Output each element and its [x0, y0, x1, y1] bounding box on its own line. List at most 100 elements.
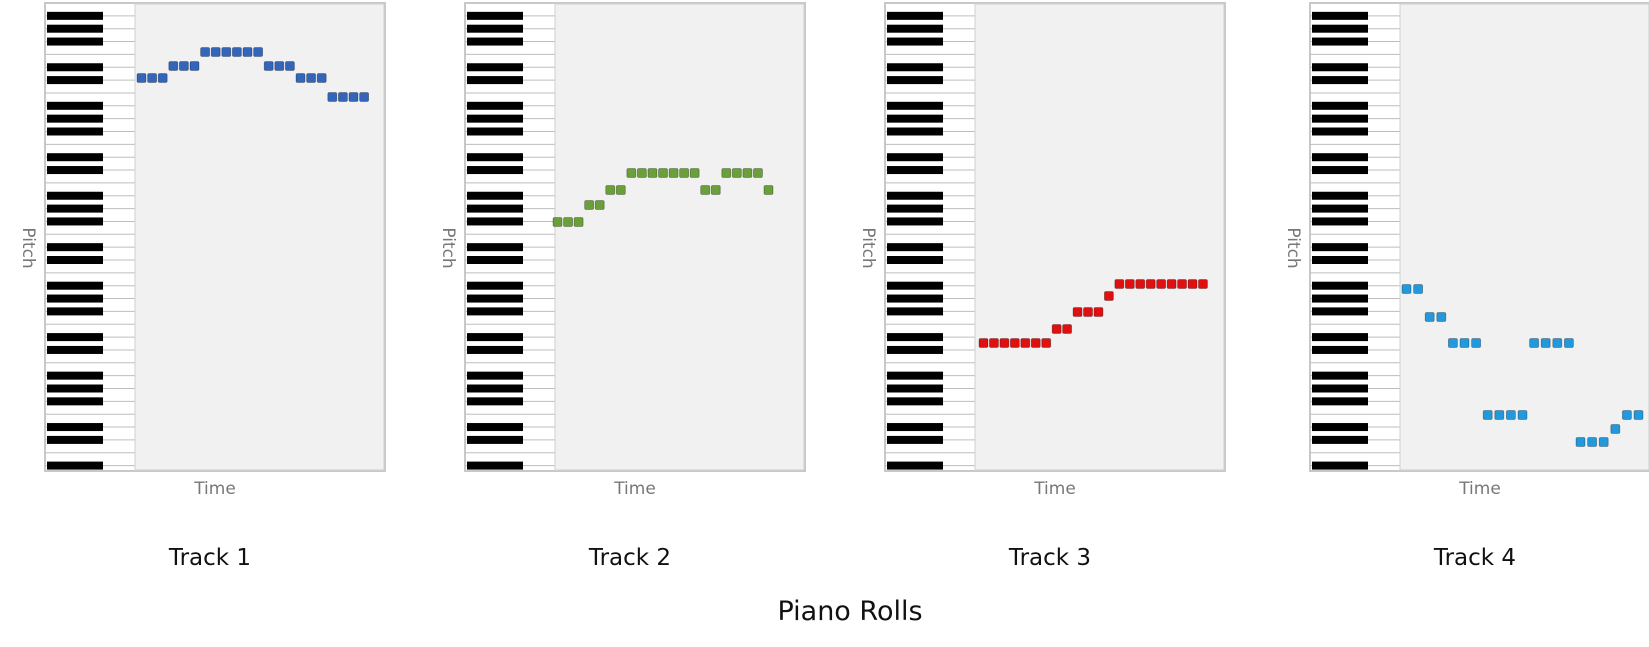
black-key — [467, 397, 523, 406]
black-key — [887, 11, 943, 20]
black-key — [467, 166, 523, 175]
note-block — [1009, 338, 1020, 348]
note-block — [731, 168, 742, 178]
black-key — [47, 371, 103, 380]
note-block — [1413, 284, 1423, 294]
black-key — [887, 294, 943, 303]
note-block — [1104, 291, 1114, 301]
y-axis-label: Pitch — [18, 227, 38, 268]
black-key — [1312, 256, 1368, 264]
note-block — [1145, 279, 1156, 289]
black-key — [887, 281, 943, 290]
black-key — [47, 101, 103, 110]
black-key — [1312, 294, 1368, 303]
note-block — [1471, 338, 1481, 348]
black-key — [1312, 101, 1368, 110]
black-key — [467, 281, 523, 290]
note-block — [1436, 312, 1447, 322]
panel-title: Track 3 — [1008, 545, 1091, 571]
black-key — [1312, 204, 1368, 213]
note-block — [242, 47, 253, 57]
black-key — [887, 384, 943, 393]
note-block — [1177, 279, 1187, 289]
note-block — [306, 73, 317, 83]
black-key — [47, 204, 103, 213]
note-block — [178, 61, 189, 71]
note-block — [615, 185, 626, 195]
black-key — [887, 397, 943, 406]
piano-roll-panel-2: Pitch Time Track 2 — [438, 2, 806, 571]
note-block — [221, 47, 232, 57]
note-block — [1114, 279, 1125, 289]
black-key — [1312, 153, 1368, 162]
black-key — [1312, 307, 1368, 316]
black-key — [887, 63, 943, 72]
black-key — [887, 127, 943, 136]
black-key — [887, 114, 943, 123]
note-block — [978, 338, 989, 348]
black-key — [1312, 166, 1368, 175]
black-key — [1312, 191, 1368, 200]
note-block — [316, 73, 327, 83]
note-block — [327, 92, 338, 102]
black-key — [1312, 11, 1368, 20]
black-key — [887, 76, 943, 85]
black-key — [1312, 281, 1368, 290]
black-key — [887, 333, 943, 342]
note-block — [1198, 279, 1208, 289]
note-block — [1166, 279, 1177, 289]
black-key — [47, 307, 103, 316]
note-block — [1401, 284, 1412, 294]
black-key — [887, 256, 943, 264]
black-key — [467, 101, 523, 110]
black-key — [887, 345, 943, 354]
roll-grid — [1399, 3, 1649, 471]
black-key — [47, 397, 103, 406]
note-block — [753, 168, 763, 178]
black-key — [467, 243, 523, 252]
black-key — [467, 217, 523, 226]
black-key — [1312, 371, 1368, 380]
black-key — [1312, 461, 1368, 470]
note-block — [284, 61, 295, 71]
black-key — [467, 461, 523, 470]
y-axis-label: Pitch — [858, 227, 878, 268]
piano-keyboard — [465, 11, 555, 470]
note-block — [700, 185, 711, 195]
note-block — [679, 168, 689, 178]
note-block — [626, 168, 637, 178]
note-block — [1552, 338, 1563, 348]
note-block — [1633, 410, 1644, 420]
black-key — [47, 435, 103, 444]
note-block — [1030, 338, 1041, 348]
note-block — [210, 47, 221, 57]
black-key — [47, 243, 103, 252]
black-key — [887, 37, 943, 46]
black-key — [1312, 63, 1368, 72]
panel-title: Track 2 — [588, 545, 671, 571]
note-block — [1494, 410, 1505, 420]
note-block — [1575, 437, 1586, 447]
x-axis-label: Time — [613, 479, 656, 499]
black-key — [467, 371, 523, 380]
black-key — [47, 114, 103, 123]
note-block — [710, 185, 721, 195]
note-series — [136, 47, 370, 102]
panel-title: Track 1 — [168, 545, 251, 571]
black-key — [467, 204, 523, 213]
note-block — [563, 217, 573, 227]
note-block — [200, 47, 211, 57]
black-key — [467, 294, 523, 303]
black-key — [1312, 397, 1368, 406]
x-axis-label: Time — [193, 479, 236, 499]
note-block — [1448, 338, 1458, 348]
note-block — [989, 338, 999, 348]
note-block — [1072, 307, 1083, 317]
piano-keyboard — [45, 11, 135, 470]
note-block — [647, 168, 658, 178]
note-block — [1020, 338, 1031, 348]
note-block — [573, 217, 584, 227]
black-key — [467, 345, 523, 354]
note-block — [584, 200, 595, 210]
black-key — [1312, 114, 1368, 123]
